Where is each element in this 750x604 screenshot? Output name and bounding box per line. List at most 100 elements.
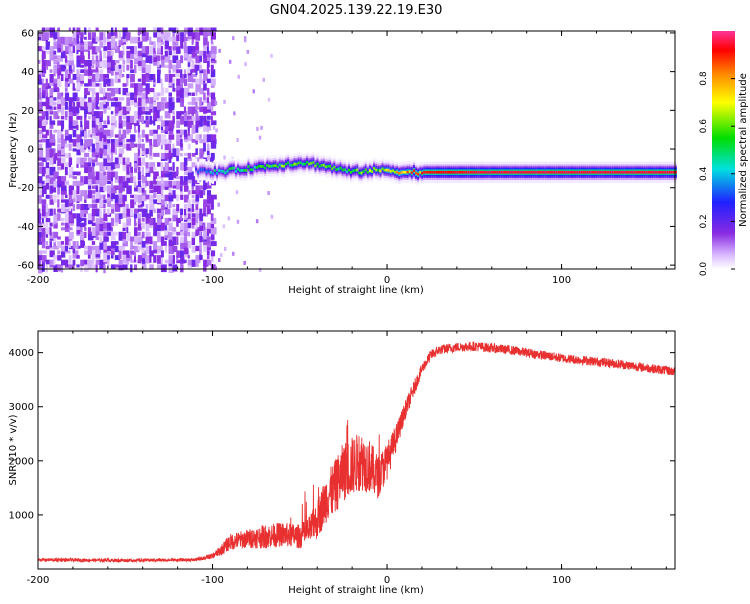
spectrogram-noise-cell: [95, 83, 102, 87]
spectrogram-noise-cell: [168, 180, 173, 188]
spectrogram-noise-cell: [157, 152, 160, 157]
spectrogram-noise-cell: [76, 255, 80, 259]
spectrogram-noise-cell: [114, 264, 119, 268]
spectrogram-noise-cell: [130, 74, 135, 83]
spectrogram-noise-cell: [103, 194, 106, 199]
spectrogram-noise-cell: [38, 139, 43, 143]
spectrogram-noise-cell: [157, 101, 162, 111]
spectrogram-noise-cell: [195, 148, 198, 155]
spectrogram-noise-cell: [270, 214, 274, 219]
spectrogram-noise-cell: [176, 134, 183, 141]
spectrogram-noise-cell: [210, 106, 214, 112]
spectrogram-noise-cell: [80, 264, 83, 272]
spectrogram-noise-cell: [191, 139, 197, 143]
spectrogram-signal-cell: [509, 170, 512, 174]
spectrogram-noise-cell: [236, 138, 239, 142]
spectrogram-noise-cell: [157, 236, 163, 243]
spectrogram-noise-cell: [57, 129, 63, 139]
spectrogram-noise-cell: [195, 185, 201, 193]
spectrogram-noise-cell: [160, 264, 167, 273]
spectrogram-noise-cell: [160, 60, 165, 68]
spectrogram-signal-cell: [498, 170, 501, 174]
spectrogram-noise-cell: [187, 213, 191, 220]
spectrogram-signal-cell: [366, 170, 369, 174]
spectrogram-noise-cell: [84, 64, 87, 69]
spectrogram-noise-cell: [80, 241, 85, 248]
spectrogram-noise-cell: [228, 59, 232, 64]
spectrogram-signal-cell: [350, 170, 353, 174]
spectrogram-noise-cell: [53, 180, 58, 188]
y-tick-label: 20: [21, 106, 34, 117]
spectrogram-noise-cell: [195, 199, 200, 205]
spectrogram-signal-cell: [297, 161, 300, 165]
spectrogram-signal-cell: [410, 171, 413, 175]
spectrogram-noise-cell: [203, 199, 208, 207]
spectrogram-noise-cell: [137, 255, 144, 262]
spectrogram-noise-cell: [160, 162, 164, 171]
spectrogram-noise-cell: [145, 213, 151, 219]
spectrogram-noise-cell: [172, 204, 176, 208]
spectrogram-noise-cell: [99, 120, 102, 128]
spectrogram-noise-cell: [180, 101, 184, 107]
spectrogram-noise-cell: [149, 217, 156, 226]
spectrogram-noise-cell: [64, 227, 70, 232]
spectrogram-noise-cell: [206, 50, 212, 58]
spectrogram-noise-cell: [145, 115, 149, 121]
spectrogram-noise-cell: [103, 46, 108, 51]
spectrogram-noise-cell: [122, 106, 127, 115]
spectrogram-noise-cell: [57, 78, 62, 88]
spectrogram-noise-cell: [76, 50, 79, 55]
spectrogram-noise-cell: [137, 60, 144, 67]
spectrogram-noise-cell: [91, 64, 95, 69]
spectrogram-noise-cell: [95, 208, 100, 214]
spectrogram-signal-cell: [456, 170, 459, 174]
spectrogram-noise-cell: [180, 162, 185, 171]
spectrogram-noise-cell: [267, 191, 270, 195]
spectrogram-noise-cell: [191, 199, 196, 204]
spectrogram-noise-cell: [126, 166, 130, 175]
spectrogram-noise-cell: [61, 250, 66, 258]
spectrogram-noise-cell: [153, 111, 159, 120]
spectrogram-noise-cell: [126, 106, 131, 111]
spectrogram-noise-cell: [210, 83, 215, 88]
spectrogram-signal-cell: [228, 167, 231, 171]
spectrogram-noise-cell: [141, 231, 145, 239]
spectrogram-signal-cell: [268, 164, 271, 168]
spectrogram-noise-cell: [107, 41, 113, 51]
spectrogram-noise-cell: [157, 185, 163, 194]
spectrogram-noise-cell: [149, 74, 155, 81]
spectrogram-noise-cell: [114, 97, 119, 102]
spectrogram-noise-cell: [183, 129, 188, 138]
colorbar-tick-label: 0.4: [699, 166, 709, 181]
spectrogram-noise-cell: [145, 217, 150, 224]
spectrogram-noise-cell: [164, 227, 169, 236]
spectrogram-noise-cell: [145, 255, 150, 264]
spectrogram-noise-cell: [41, 27, 46, 32]
spectrogram-noise-cell: [126, 208, 132, 217]
spectrogram-noise-cell: [122, 143, 128, 149]
spectrogram-noise-cell: [38, 213, 42, 220]
spectrogram-noise-cell: [180, 250, 186, 257]
spectrogram-signal-cell: [660, 170, 663, 174]
spectrogram-noise-cell: [41, 250, 47, 254]
spectrogram-noise-cell: [41, 120, 47, 126]
spectrogram-noise-cell: [68, 78, 74, 84]
spectrogram-noise-cell: [49, 69, 53, 73]
spectrogram-noise-cell: [110, 125, 115, 130]
spectrogram-noise-cell: [145, 236, 150, 244]
spectrogram-noise-cell: [91, 241, 96, 245]
spectrogram-noise-cell: [110, 115, 117, 123]
spectrogram-noise-cell: [84, 231, 87, 238]
spectrogram-signal-cell: [276, 165, 279, 169]
spectrogram-noise-cell: [103, 134, 107, 142]
spectrogram-noise-cell: [134, 166, 138, 173]
spectrogram-noise-cell: [187, 264, 193, 269]
spectrogram-noise-cell: [206, 46, 209, 54]
spectrogram-signal-cell: [546, 170, 550, 174]
spectrogram-noise-cell: [195, 139, 198, 145]
spectrogram-noise-cell: [206, 208, 211, 215]
spectrogram-signal-cell: [220, 169, 223, 173]
spectrogram-signal-cell: [559, 170, 562, 174]
spectrogram-noise-cell: [91, 171, 95, 176]
spectrogram-noise-cell: [80, 50, 84, 58]
